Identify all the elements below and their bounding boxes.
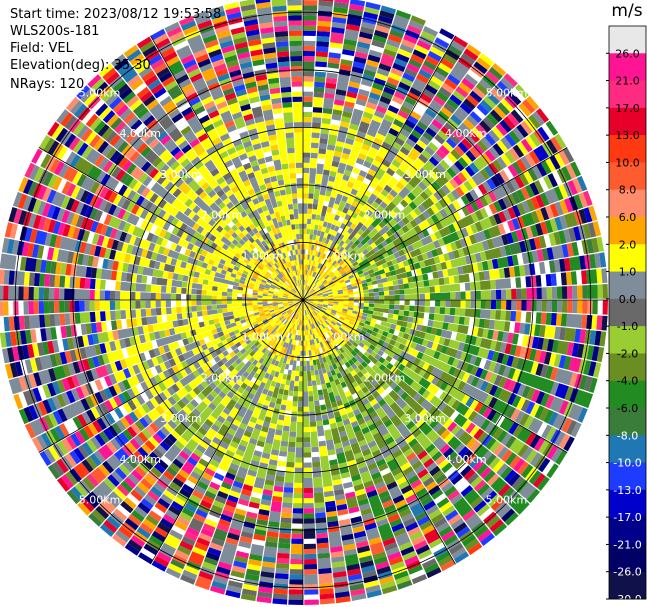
elevation-label: Elevation(deg): 35.30 [10, 58, 151, 73]
range-ring-label: 1.00km [242, 249, 284, 262]
colorbar-bins [609, 26, 646, 600]
azimuth-spoke [38, 147, 304, 301]
range-ring-label: 2.00km [201, 371, 243, 384]
colorbar-tick-label: -30.0 [613, 593, 641, 606]
range-ring-label: 5.00km [486, 87, 528, 100]
range-ring [14, 11, 592, 589]
colorbar-bin [609, 107, 646, 136]
colorbar-tick-label: 17.0 [615, 102, 640, 115]
range-ring-label: 4.00km [445, 453, 487, 466]
colorbar-bin [609, 408, 646, 436]
range-ring [187, 184, 419, 416]
start-time-label: Start time: 2023/08/12 19:53:58 [10, 7, 222, 22]
colorbar-bin [609, 162, 646, 191]
range-ring-label: 1.00km [323, 249, 365, 262]
colorbar-bin [609, 489, 646, 518]
velocity-gate-group [0, 0, 604, 590]
colorbar-bin [609, 271, 646, 300]
colorbar-bin [609, 517, 646, 545]
range-ring-label: 5.00km [486, 493, 528, 506]
azimuth-spoke [302, 299, 456, 565]
colorbar-bin [609, 544, 646, 573]
azimuth-spoke [302, 35, 456, 301]
colorbar-bin [609, 244, 646, 273]
velocity-gate-group [15, 15, 608, 602]
colorbar-bin [609, 135, 646, 163]
colorbar-tick-label: -17.0 [613, 511, 641, 524]
colorbar-tick-label: -4.0 [617, 375, 638, 388]
colorbar-tick-label: 0.0 [619, 293, 637, 306]
range-rings [14, 11, 592, 589]
velocity-gate-group [94, 104, 421, 420]
colorbar-tick-label: 26.0 [615, 47, 640, 60]
range-ring [72, 69, 534, 531]
colorbar-tick-label: 2.0 [619, 238, 637, 251]
azimuth-spoke [38, 299, 304, 453]
azimuth-spoke [302, 147, 568, 301]
range-ring-label: 3.00km [160, 168, 202, 181]
colorbar-tick-label: 1.0 [619, 266, 637, 279]
colorbar-tick-label: 10.0 [615, 156, 640, 169]
colorbar-bin [609, 435, 646, 464]
azimuth-spokes [0, 0, 608, 605]
azimuth-spoke [302, 299, 568, 453]
azimuth-spoke [150, 299, 304, 565]
colorbar-tick-label: 6.0 [619, 211, 637, 224]
range-ring-label: 4.00km [445, 127, 487, 140]
colorbar-border [608, 25, 647, 600]
colorbar-ticks: 26.0 21.0 17.0 13.0 10.0 8.0 6.0 2.0 1.0 0.0 -1.0 -… [606, 25, 647, 606]
range-ring-label: 5.00km [79, 493, 121, 506]
colorbar-tick-label: -6.0 [617, 402, 638, 415]
instrument-label: WLS200s-181 [10, 24, 100, 39]
colorbar-bin [609, 298, 646, 327]
colorbar-bin [609, 189, 646, 218]
range-ring-label: 2.00km [364, 209, 406, 222]
range-ring-label: 1.00km [323, 331, 365, 344]
colorbar-tick-label: -21.0 [613, 538, 641, 551]
range-ring [129, 126, 477, 474]
azimuth-spoke [150, 35, 304, 301]
range-ring-label: 3.00km [404, 168, 446, 181]
range-ring-label: 3.00km [160, 412, 202, 425]
range-ring-label: 4.00km [119, 453, 161, 466]
range-ring [245, 242, 361, 358]
colorbar-bin [609, 571, 646, 600]
colorbar-title: m/s [611, 1, 642, 21]
colorbar-bin [609, 462, 646, 491]
range-ring-label: 1.00km [242, 331, 284, 344]
colorbar-tick-label: -8.0 [617, 429, 638, 442]
colorbar-bin [609, 26, 646, 54]
colorbar-tick-label: 8.0 [619, 184, 637, 197]
colorbar-bin [609, 217, 646, 245]
colorbar-bin [609, 326, 646, 354]
colorbar-bin [609, 380, 646, 409]
field-label: Field: VEL [10, 41, 73, 56]
colorbar-bin [609, 80, 646, 109]
colorbar-bin [609, 53, 646, 82]
colorbar-tick-label: -2.0 [617, 347, 638, 360]
range-ring-labels: 1.00km 1.00km 1.00km 1.00km 2.00km 2.00km 2.00… [79, 87, 527, 507]
colorbar-tick-label: -26.0 [613, 566, 641, 579]
range-ring-label: 3.00km [404, 412, 446, 425]
velocity-gate-group [8, 13, 600, 606]
colorbar-tick-label: -1.0 [617, 320, 638, 333]
colorbar-tick-label: -10.0 [613, 457, 641, 470]
velocity-gate-group [12, 0, 591, 605]
colorbar-tick-label: 13.0 [615, 129, 640, 142]
velocity-gate-group [23, 1, 603, 592]
range-ring-label: 4.00km [119, 127, 161, 140]
range-ring-label: 5.00km [79, 87, 121, 100]
nrays-label: NRays: 120 [10, 77, 85, 92]
range-ring-label: 2.00km [201, 209, 243, 222]
range-ring-label: 2.00km [364, 371, 406, 384]
colorbar-tick-label: 21.0 [615, 75, 640, 88]
colorbar-tick-label: -13.0 [613, 484, 641, 497]
colorbar-bin [609, 353, 646, 382]
